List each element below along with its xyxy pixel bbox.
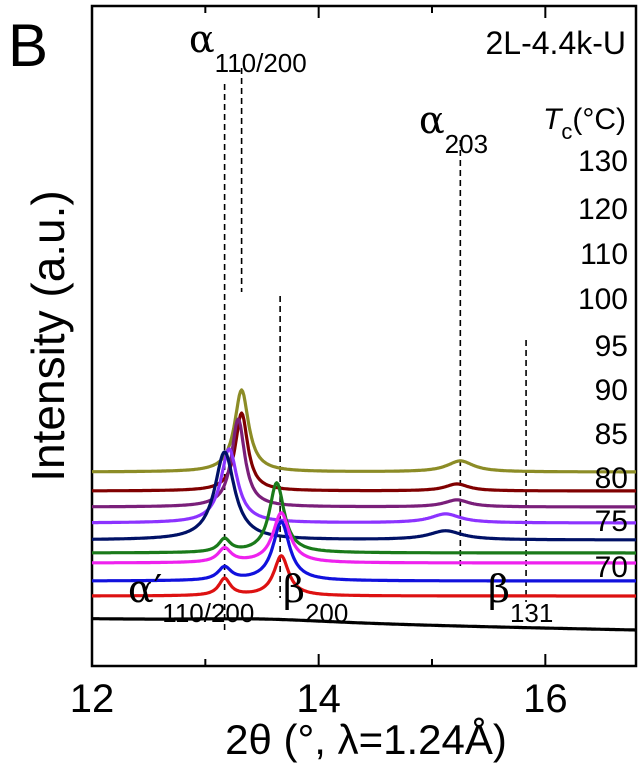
series-label: 80 bbox=[595, 462, 628, 495]
series-line-85 bbox=[91, 511, 637, 565]
series-label: 120 bbox=[578, 193, 628, 226]
y-axis-label: Intensity (a.u.) bbox=[22, 190, 74, 481]
series-label: 130 bbox=[578, 145, 628, 178]
reference-label: α203 bbox=[419, 98, 488, 159]
sample-name: 2L-4.4k-U bbox=[486, 25, 627, 61]
series-line-95 bbox=[91, 450, 637, 542]
x-tick-label: 16 bbox=[523, 677, 568, 721]
series-label: 110 bbox=[580, 238, 628, 271]
series-line-120 bbox=[91, 411, 637, 493]
x-tick-label: 14 bbox=[296, 677, 341, 721]
series-line-70 bbox=[91, 617, 637, 632]
series-line-90 bbox=[91, 481, 637, 555]
series-line-110 bbox=[91, 417, 637, 509]
series-label: 100 bbox=[578, 283, 628, 316]
reference-label: β200 bbox=[283, 567, 348, 628]
series-line-75 bbox=[91, 554, 637, 598]
series-label: 70 bbox=[595, 551, 628, 584]
series-label: 75 bbox=[595, 505, 628, 538]
x-tick-label: 12 bbox=[70, 677, 115, 721]
series-line-130 bbox=[91, 388, 637, 474]
x-axis-label: 2θ (°, λ=1.24Å) bbox=[225, 716, 507, 763]
legend-title: Tc(°C) bbox=[543, 103, 626, 144]
panel-letter: B bbox=[8, 12, 48, 79]
series-label: 85 bbox=[595, 418, 628, 451]
series-line-100 bbox=[91, 447, 637, 525]
reference-label: α′110/200 bbox=[128, 567, 254, 628]
series-label: 95 bbox=[595, 330, 628, 363]
series-line-80 bbox=[91, 520, 637, 583]
plot-frame bbox=[90, 4, 638, 668]
reference-label: α110/200 bbox=[189, 17, 307, 78]
series-label: 90 bbox=[595, 374, 628, 407]
reference-label: β131 bbox=[488, 567, 553, 628]
